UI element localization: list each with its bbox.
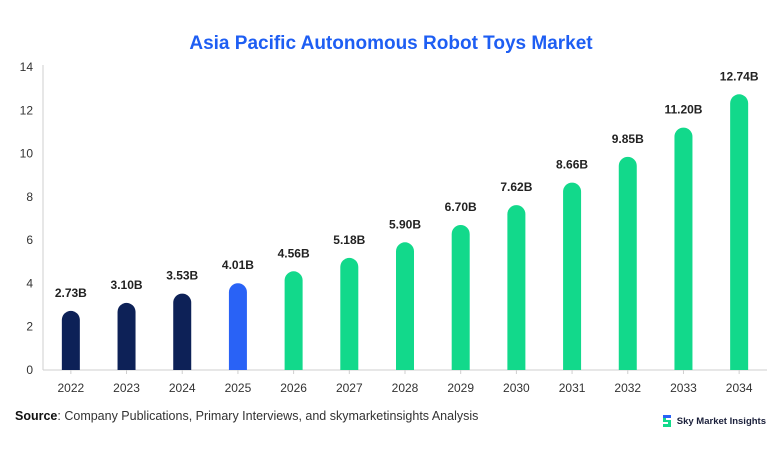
- x-tick-label-2024: 2024: [169, 381, 196, 395]
- y-tick-label: 2: [26, 320, 33, 334]
- brand-logo-icon: [661, 414, 673, 428]
- bar-2031: [563, 182, 582, 370]
- data-label-2031: 8.66B: [556, 158, 588, 172]
- data-label-2029: 6.70B: [445, 200, 477, 214]
- bar-chart: 0 2 4 6 8 10 12 14 2022 2023 2024 2025 2026 2027 2028 2…: [20, 60, 767, 395]
- bar-2034: [730, 94, 749, 371]
- data-label-2026: 4.56B: [278, 246, 310, 260]
- bar-2027: [340, 257, 359, 370]
- chart-title: Asia Pacific Autonomous Robot Toys Marke…: [189, 33, 593, 54]
- data-label-2027: 5.18B: [333, 233, 365, 247]
- data-labels: 2.73B 3.10B 3.53B 4.01B 4.56B 5.18B 5.90B 6.70B…: [55, 69, 759, 300]
- x-tick-label-2026: 2026: [280, 381, 307, 395]
- x-tick-label-2028: 2028: [392, 381, 419, 395]
- x-tick-label-2031: 2031: [559, 381, 586, 395]
- x-tick-label-2030: 2030: [503, 381, 530, 395]
- bar-2022: [61, 310, 80, 370]
- brand: Sky Market Insights: [661, 414, 766, 428]
- data-label-2022: 2.73B: [55, 286, 87, 300]
- y-tick-label: 8: [26, 190, 33, 204]
- bar-2033: [674, 127, 693, 370]
- y-tick-label: 10: [20, 147, 34, 161]
- x-tick-label-2029: 2029: [447, 381, 474, 395]
- y-tick-label: 12: [20, 103, 34, 117]
- source-line: Source: Company Publications, Primary In…: [15, 409, 478, 423]
- data-label-2028: 5.90B: [389, 217, 421, 231]
- bars: [61, 94, 749, 371]
- x-tick-label-2033: 2033: [670, 381, 697, 395]
- bar-2032: [618, 156, 637, 370]
- bar-2028: [396, 242, 414, 370]
- data-label-2024: 3.53B: [166, 269, 198, 283]
- x-tick-label-2025: 2025: [225, 381, 252, 395]
- data-label-2032: 9.85B: [612, 132, 644, 146]
- bar-2025: [228, 283, 247, 370]
- y-tick-label: 4: [26, 276, 33, 290]
- y-tick-label: 6: [26, 233, 33, 247]
- data-label-2023: 3.10B: [111, 278, 143, 292]
- y-tick-label: 0: [26, 363, 33, 377]
- source-text: : Company Publications, Primary Intervie…: [57, 409, 479, 423]
- x-tick-label-2023: 2023: [113, 381, 140, 395]
- data-label-2033: 11.20B: [664, 103, 702, 117]
- axes: 0 2 4 6 8 10 12 14 2022 2023 2024 2025 2026 2027 2028 2…: [20, 60, 767, 395]
- brand-name: Sky Market Insights: [676, 415, 766, 427]
- x-tick-label-2027: 2027: [336, 381, 363, 395]
- data-label-2034: 12.74B: [720, 69, 759, 83]
- bar-2024: [173, 293, 192, 370]
- x-tick-label-2032: 2032: [614, 381, 641, 395]
- x-tick-label-2022: 2022: [57, 381, 84, 395]
- x-tick-label-2034: 2034: [726, 381, 753, 395]
- bar-2030: [507, 205, 526, 370]
- y-tick-label: 14: [20, 60, 34, 74]
- data-label-2030: 7.62B: [500, 180, 532, 194]
- bar-2029: [451, 224, 470, 370]
- data-label-2025: 4.01B: [222, 258, 254, 272]
- source-label: Source: [15, 409, 58, 423]
- bar-2023: [117, 302, 136, 370]
- bar-2026: [284, 271, 303, 370]
